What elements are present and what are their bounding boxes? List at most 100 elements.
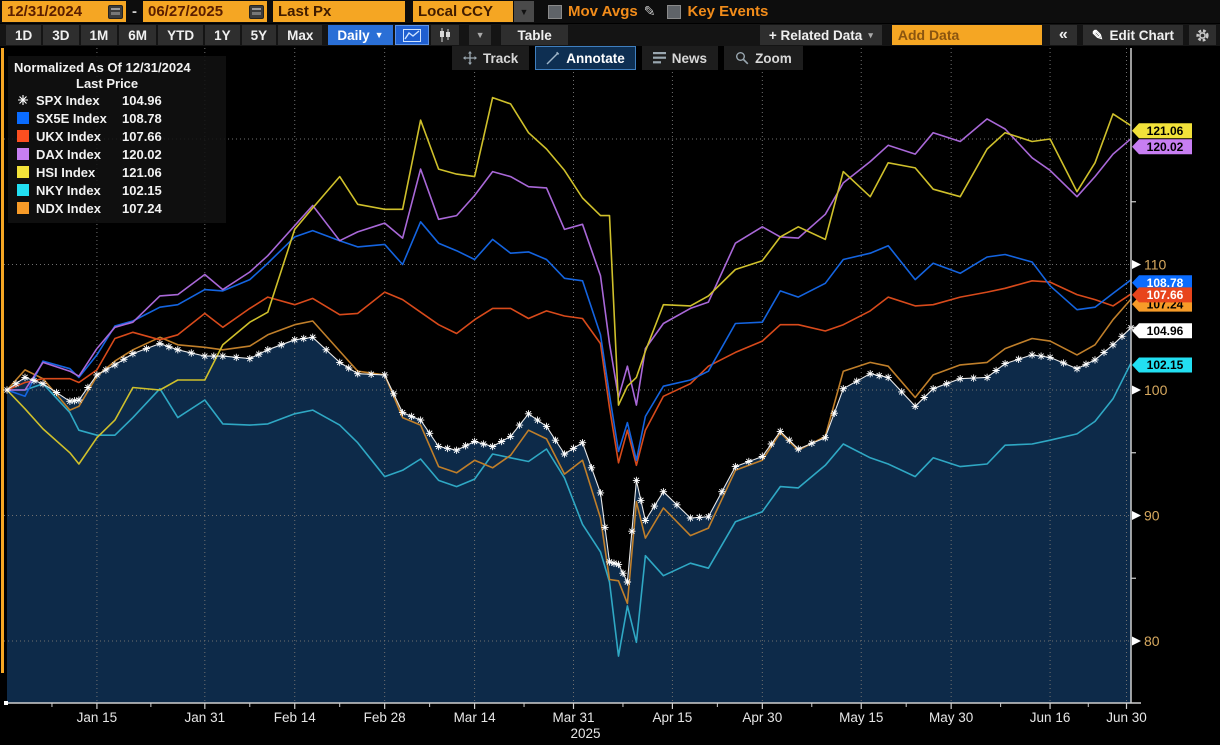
legend-row-hsi[interactable]: HSI Index 121.06 [14, 163, 220, 181]
settings-button[interactable] [1189, 25, 1216, 45]
period-button-3d[interactable]: 3D [43, 25, 79, 45]
x-axis-label: Apr 30 [742, 710, 782, 725]
candlestick-icon [439, 28, 450, 42]
date-end-value: 06/27/2025 [148, 3, 224, 20]
period-button-ytd[interactable]: YTD [158, 25, 204, 45]
period-button-1m[interactable]: 1M [80, 25, 118, 45]
date-start-value: 12/31/2024 [7, 3, 83, 20]
chevron-down-icon: ▼ [475, 30, 485, 40]
edit-chart-button[interactable]: ✎ Edit Chart [1082, 25, 1183, 45]
x-axis-label: Mar 14 [454, 710, 497, 725]
related-data-label: + Related Data [768, 27, 863, 43]
line-chart-type-button[interactable] [394, 25, 429, 45]
calendar-icon[interactable] [108, 4, 123, 19]
zoom-button[interactable]: Zoom [724, 46, 803, 70]
chart-legend: Normalized As Of 12/31/2024 Last Price S… [8, 56, 226, 223]
chart-tools-bar: Track Annotate News Zoom [452, 46, 803, 70]
chart-type-dropdown-button[interactable]: ▼ [468, 25, 492, 45]
legend-row-ukx[interactable]: UKX Index 107.66 [14, 127, 220, 145]
frequency-dropdown[interactable]: Daily ▼ [328, 25, 393, 45]
x-axis-label: Jun 16 [1030, 710, 1071, 725]
series-swatch-icon [14, 148, 36, 160]
legend-row-ndx[interactable]: NDX Index 107.24 [14, 199, 220, 217]
svg-text:108.78: 108.78 [1147, 276, 1184, 290]
line-chart-icon [402, 28, 421, 42]
x-axis-label: Feb 28 [364, 710, 406, 725]
news-label: News [671, 50, 708, 66]
mov-avgs-label: Mov Avgs [568, 3, 638, 20]
legend-row-sx5e[interactable]: SX5E Index 108.78 [14, 109, 220, 127]
y-tick-arrow [1132, 385, 1141, 395]
pencil-icon[interactable]: ✎ [643, 3, 656, 19]
x-axis-label: Jan 31 [185, 710, 226, 725]
track-label: Track [483, 50, 519, 66]
y-tick-arrow [1132, 636, 1141, 646]
x-axis-label: Jan 15 [77, 710, 118, 725]
related-data-button[interactable]: + Related Data ▾ [759, 25, 882, 45]
magnifier-icon [736, 52, 749, 65]
date-range-separator: - [132, 3, 137, 20]
news-icon [652, 52, 666, 64]
legend-series-value: 102.15 [122, 182, 162, 198]
series-swatch-icon [14, 166, 36, 178]
price-tag-sx5e: 108.78 [1132, 275, 1192, 291]
edit-chart-label: Edit Chart [1109, 27, 1174, 43]
price-line-ukx [6, 280, 1132, 467]
date-start-field[interactable]: 12/31/2024 [2, 1, 126, 22]
price-field-selector[interactable]: Last Px [273, 1, 405, 22]
price-tag-dax: 120.02 [1132, 139, 1192, 155]
period-button-max[interactable]: Max [278, 25, 323, 45]
news-button[interactable]: News [641, 46, 719, 70]
table-button[interactable]: Table [501, 25, 568, 45]
legend-series-value: 104.96 [122, 92, 162, 108]
track-button[interactable]: Track [452, 46, 530, 70]
svg-text:121.06: 121.06 [1147, 124, 1184, 138]
legend-series-name: HSI Index [36, 164, 96, 180]
period-button-1d[interactable]: 1D [6, 25, 42, 45]
legend-subtitle: Last Price [76, 76, 139, 91]
svg-text:104.96: 104.96 [1147, 324, 1184, 338]
price-line-nky [7, 362, 1132, 657]
legend-row-nky[interactable]: NKY Index 102.15 [14, 181, 220, 199]
key-events-checkbox[interactable] [667, 4, 682, 19]
annotate-pencil-icon [546, 51, 560, 65]
annotate-label: Annotate [566, 50, 625, 66]
zoom-label: Zoom [755, 50, 792, 66]
legend-row-dax[interactable]: DAX Index 120.02 [14, 145, 220, 163]
candlestick-chart-type-button[interactable] [430, 25, 459, 45]
gear-icon [1196, 28, 1209, 42]
add-data-input[interactable] [891, 25, 1042, 45]
collapse-button[interactable]: « [1049, 25, 1077, 45]
series-swatch-icon [14, 112, 36, 124]
currency-dropdown-button[interactable]: ▼ [514, 1, 534, 22]
price-line-sx5e [6, 221, 1132, 462]
legend-row-spx[interactable]: SPX Index 104.96 [14, 91, 220, 109]
x-axis-label: Jun 30 [1106, 710, 1147, 725]
x-axis-label: Feb 14 [274, 710, 317, 725]
currency-selector[interactable]: Local CCY [413, 1, 513, 22]
legend-series-value: 121.06 [122, 164, 162, 180]
period-button-6m[interactable]: 6M [119, 25, 157, 45]
legend-series-value: 120.02 [122, 146, 162, 162]
price-line-dax [7, 118, 1132, 406]
date-end-field[interactable]: 06/27/2025 [143, 1, 267, 22]
toolbar-row-1: 12/31/2024 - 06/27/2025 Last Px Local CC… [0, 0, 1220, 23]
price-tag-spx: 104.96 [1132, 323, 1192, 339]
legend-series-value: 107.24 [122, 200, 162, 216]
price-tag-ukx: 107.66 [1132, 287, 1192, 303]
period-button-5y[interactable]: 5Y [241, 25, 277, 45]
period-button-1y[interactable]: 1Y [205, 25, 240, 45]
mov-avgs-checkbox[interactable] [548, 4, 562, 19]
chevron-down-icon: ▼ [519, 6, 529, 17]
svg-text:120.02: 120.02 [1147, 140, 1184, 154]
y-tick-arrow [1132, 260, 1141, 269]
key-events-label: Key Events [687, 3, 769, 20]
series-swatch-icon [14, 184, 36, 196]
annotate-button[interactable]: Annotate [535, 46, 636, 70]
price-tag-hsi: 121.06 [1132, 123, 1192, 139]
x-axis-label: Apr 15 [653, 710, 693, 725]
x-axis-label: Mar 31 [552, 710, 594, 725]
calendar-icon[interactable] [249, 4, 264, 19]
series-swatch-icon [14, 202, 36, 214]
svg-text:102.15: 102.15 [1147, 358, 1184, 372]
